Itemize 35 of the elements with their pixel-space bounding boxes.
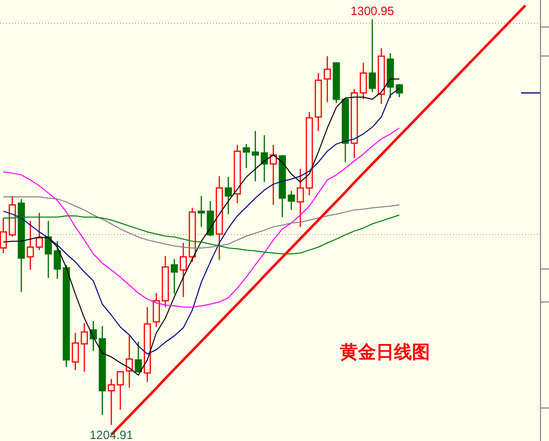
candlestick [80, 322, 88, 372]
candlestick [296, 168, 304, 228]
candlestick [368, 18, 376, 93]
annotation: 1300.95 [350, 4, 394, 18]
candlestick [26, 220, 34, 271]
candlestick [36, 212, 43, 251]
candlestick [54, 240, 61, 280]
annotation: 1204.91 [90, 428, 134, 441]
candlestick [162, 255, 169, 308]
candlestick [180, 242, 187, 298]
candlestick [144, 306, 151, 382]
candlestick [224, 176, 232, 215]
candlestick [170, 258, 178, 295]
candlestick [324, 56, 331, 103]
candlestick [18, 198, 25, 292]
candlestick [98, 326, 106, 416]
candlestick [252, 130, 259, 182]
candlestick [350, 88, 358, 159]
candlestick [386, 52, 394, 99]
candlestick [306, 111, 313, 196]
candlestick [198, 195, 205, 228]
candlestick [234, 144, 241, 204]
candlestick [216, 176, 223, 260]
candlestick [72, 332, 79, 371]
candlestick [288, 190, 295, 211]
candlestick [44, 220, 52, 279]
annotation: 黄金日线图 [339, 342, 430, 363]
candlestick [360, 62, 367, 100]
candlestick [378, 48, 385, 105]
candlestick [108, 378, 115, 426]
candlestick [314, 72, 322, 132]
candlestick [126, 335, 133, 388]
candlestick [152, 292, 160, 328]
candlestick [0, 217, 7, 254]
candlestick [242, 143, 250, 169]
